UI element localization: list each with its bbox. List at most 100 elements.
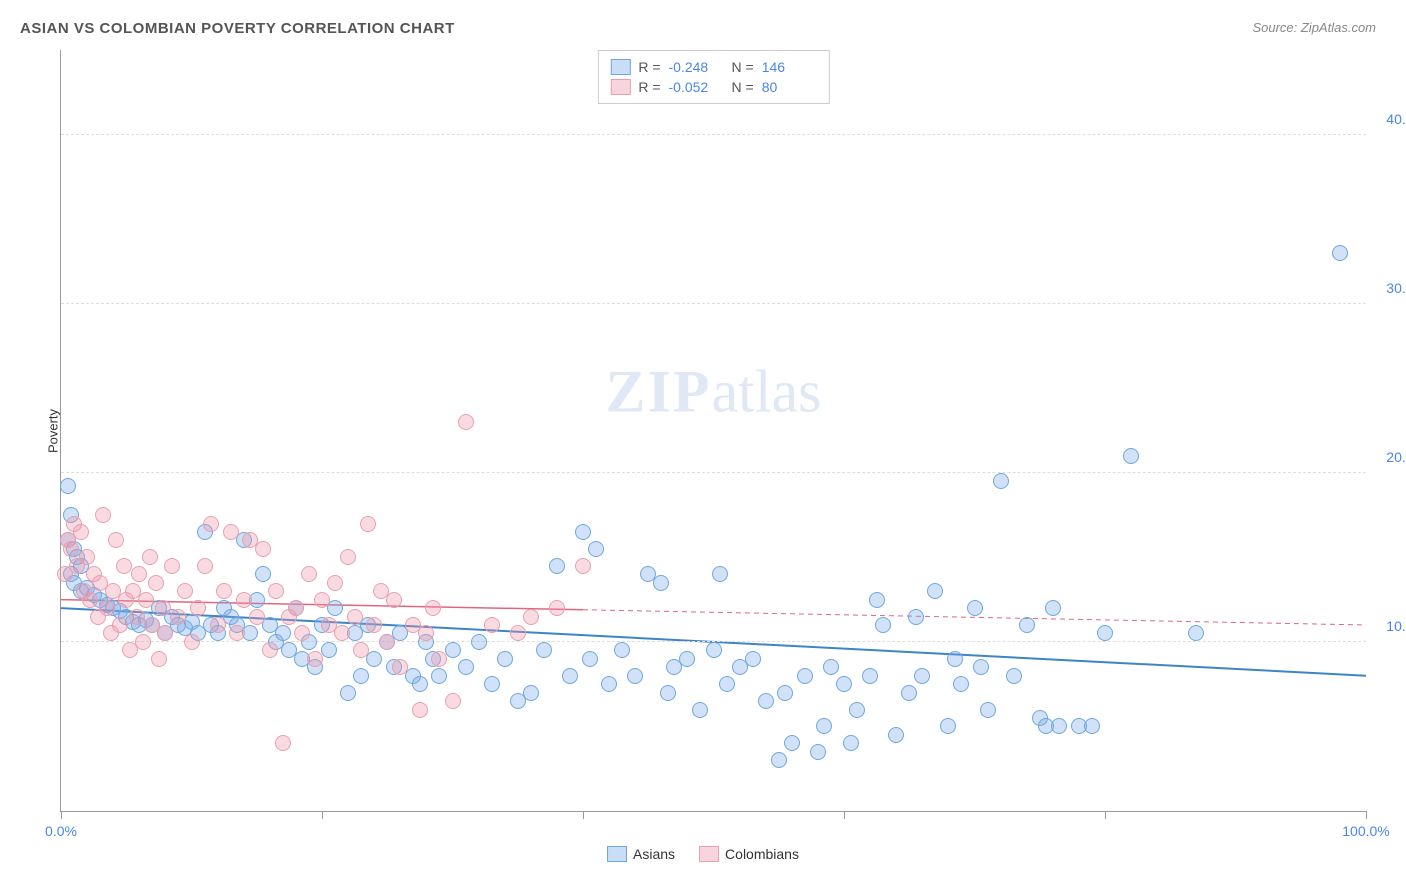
legend-item-colombians: Colombians [699, 846, 799, 862]
data-point [275, 735, 291, 751]
data-point [445, 693, 461, 709]
data-point [953, 676, 969, 692]
data-point [692, 702, 708, 718]
stats-r-asians: -0.248 [669, 59, 724, 75]
data-point [777, 685, 793, 701]
data-point [993, 473, 1009, 489]
xtick [322, 811, 323, 819]
data-point [523, 685, 539, 701]
stats-row-colombians: R = -0.052 N = 80 [610, 77, 816, 97]
data-point [340, 685, 356, 701]
data-point [366, 617, 382, 633]
data-point [347, 609, 363, 625]
data-point [262, 642, 278, 658]
chart-container: ASIAN VS COLOMBIAN POVERTY CORRELATION C… [20, 20, 1386, 872]
data-point [927, 583, 943, 599]
data-point [412, 702, 428, 718]
data-point [360, 516, 376, 532]
data-point [940, 718, 956, 734]
data-point [712, 566, 728, 582]
legend-label-asians: Asians [633, 846, 675, 862]
data-point [99, 600, 115, 616]
data-point [797, 668, 813, 684]
data-point [223, 524, 239, 540]
data-point [229, 625, 245, 641]
data-point [129, 609, 145, 625]
data-point [627, 668, 643, 684]
data-point [255, 541, 271, 557]
y-axis-label: Poverty [46, 408, 61, 452]
data-point [869, 592, 885, 608]
data-point [601, 676, 617, 692]
data-point [836, 676, 852, 692]
data-point [155, 600, 171, 616]
xtick-label: 0.0% [45, 823, 77, 839]
data-point [875, 617, 891, 633]
data-point [536, 642, 552, 658]
data-point [255, 566, 271, 582]
data-point [170, 609, 186, 625]
gridline [61, 134, 1366, 135]
ytick-label: 30.0% [1371, 280, 1406, 296]
data-point [294, 625, 310, 641]
data-point [1006, 668, 1022, 684]
ytick-label: 10.0% [1371, 618, 1406, 634]
data-point [967, 600, 983, 616]
data-point [79, 549, 95, 565]
data-point [908, 609, 924, 625]
data-point [142, 549, 158, 565]
legend: Asians Colombians [607, 846, 799, 862]
data-point [108, 532, 124, 548]
data-point [575, 524, 591, 540]
data-point [63, 541, 79, 557]
watermark-rest: atlas [712, 359, 822, 425]
data-point [177, 583, 193, 599]
data-point [135, 634, 151, 650]
data-point [849, 702, 865, 718]
legend-swatch-asians [607, 846, 627, 862]
xtick [61, 811, 62, 819]
data-point [458, 414, 474, 430]
data-point [549, 558, 565, 574]
data-point [249, 609, 265, 625]
data-point [60, 478, 76, 494]
data-point [288, 600, 304, 616]
gridline [61, 303, 1366, 304]
watermark-bold: ZIP [606, 359, 712, 425]
data-point [706, 642, 722, 658]
data-point [112, 617, 128, 633]
data-point [353, 642, 369, 658]
data-point [823, 659, 839, 675]
data-point [116, 558, 132, 574]
data-point [745, 651, 761, 667]
stats-r-label: R = [638, 59, 660, 75]
data-point [386, 592, 402, 608]
data-point [431, 668, 447, 684]
data-point [301, 566, 317, 582]
data-point [653, 575, 669, 591]
data-point [418, 625, 434, 641]
data-point [679, 651, 695, 667]
data-point [719, 676, 735, 692]
legend-swatch-colombians [699, 846, 719, 862]
data-point [980, 702, 996, 718]
data-point [575, 558, 591, 574]
data-point [1097, 625, 1113, 641]
data-point [210, 617, 226, 633]
data-point [901, 685, 917, 701]
data-point [216, 583, 232, 599]
stats-n-asians: 146 [762, 59, 817, 75]
data-point [1019, 617, 1035, 633]
data-point [334, 625, 350, 641]
data-point [412, 676, 428, 692]
chart-title: ASIAN VS COLOMBIAN POVERTY CORRELATION C… [20, 20, 1386, 37]
data-point [471, 634, 487, 650]
data-point [73, 524, 89, 540]
data-point [203, 516, 219, 532]
data-point [1332, 245, 1348, 261]
data-point [425, 600, 441, 616]
data-point [184, 634, 200, 650]
data-point [268, 583, 284, 599]
stats-row-asians: R = -0.248 N = 146 [610, 57, 816, 77]
data-point [484, 676, 500, 692]
